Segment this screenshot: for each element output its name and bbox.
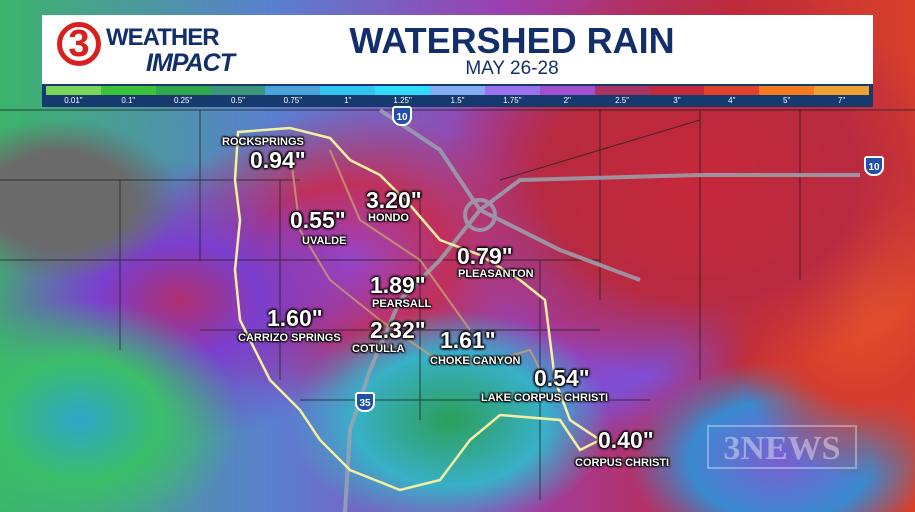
legend-swatch (375, 86, 431, 95)
location-name-hondo: HONDO (368, 212, 409, 224)
rainfall-value-pleasanton: 0.79" (457, 243, 513, 269)
legend-swatch (46, 86, 101, 95)
3news-watermark: 3NEWS (707, 425, 857, 469)
legend-label: 1" (344, 96, 352, 105)
location-name-lake-corpus-christi: LAKE CORPUS CHRISTI (481, 392, 609, 404)
rainfall-value-hondo: 3.20" (366, 187, 422, 213)
legend-swatch (430, 86, 485, 95)
location-name-choke-canyon: CHOKE CANYON (430, 355, 521, 367)
logo-weather-text: WEATHER (106, 24, 220, 51)
rainfall-value-uvalde: 0.55" (290, 207, 346, 233)
legend-label: 2.5" (615, 96, 630, 105)
interstate-35-shield: 35 (355, 392, 375, 412)
date-range: MAY 26-28 (465, 58, 559, 79)
header-banner: 3 WEATHER IMPACT WATERSHED RAIN MAY 26-2… (42, 15, 873, 84)
legend-label: 1.75" (503, 96, 522, 105)
location-name-corpus-christi: CORPUS CHRISTI (575, 457, 670, 469)
legend-swatch (320, 86, 376, 95)
legend-swatch (155, 86, 211, 95)
rainfall-value-cotulla: 2.32" (370, 317, 426, 343)
interstate-10-shield-east: 10 (864, 156, 884, 176)
legend-swatch (759, 86, 815, 95)
page-title: WATERSHED RAIN (349, 20, 675, 61)
watershed-outline (233, 126, 603, 492)
rainfall-legend: 0.01" 0.1" 0.25" 0.5" 0.75" 1" 1.25" 1.5" 1.75" 2… (42, 84, 873, 107)
location-name-carrizo-springs: CARRIZO SPRINGS (238, 332, 341, 344)
legend-swatch (265, 86, 321, 95)
county-lines (0, 109, 915, 500)
legend-label: 1.25" (393, 96, 412, 105)
rainfall-value-choke-canyon: 1.61" (440, 327, 496, 353)
location-name-rocksprings: ROCKSPRINGS (222, 136, 304, 148)
legend-swatch (210, 86, 266, 95)
interstate-10-shield: 10 (392, 106, 412, 126)
legend-swatch (539, 86, 595, 95)
legend-swatch (649, 86, 705, 95)
rainfall-value-pearsall: 1.89" (370, 272, 426, 298)
legend-swatch (594, 86, 650, 95)
river-lines (289, 149, 546, 381)
legend-label: 5" (783, 96, 791, 105)
rainfall-value-lake-corpus-christi: 0.54" (534, 365, 590, 391)
legend-label: 2" (563, 96, 571, 105)
legend-swatch (814, 86, 869, 95)
legend-label: 0.75" (283, 96, 303, 105)
legend-label: 7" (837, 96, 846, 105)
rainfall-value-corpus-christi: 0.40" (598, 427, 654, 453)
legend-label: 3" (673, 96, 681, 105)
legend-label: 1.5" (450, 96, 465, 105)
location-name-cotulla: COTULLA (352, 343, 405, 355)
location-name-pleasanton: PLEASANTON (458, 268, 534, 280)
legend-swatch (100, 86, 156, 95)
logo-impact-text: IMPACT (146, 49, 235, 77)
legend-label: 0.5" (231, 96, 246, 105)
legend-label: 4" (728, 96, 736, 105)
highway-lines (343, 108, 860, 512)
location-name-uvalde: UVALDE (302, 235, 347, 247)
legend-label: 0.01" (64, 96, 83, 105)
legend-swatch (704, 86, 760, 95)
rainfall-value-carrizo-springs: 1.60" (267, 305, 323, 331)
channel-3-logo: 3 (57, 22, 101, 66)
legend-swatch (484, 86, 540, 95)
location-name-pearsall: PEARSALL (372, 298, 432, 310)
rainfall-value-rocksprings: 0.94" (250, 147, 306, 173)
legend-label: 0.25" (173, 96, 193, 105)
legend-label: 0.1" (121, 96, 136, 105)
